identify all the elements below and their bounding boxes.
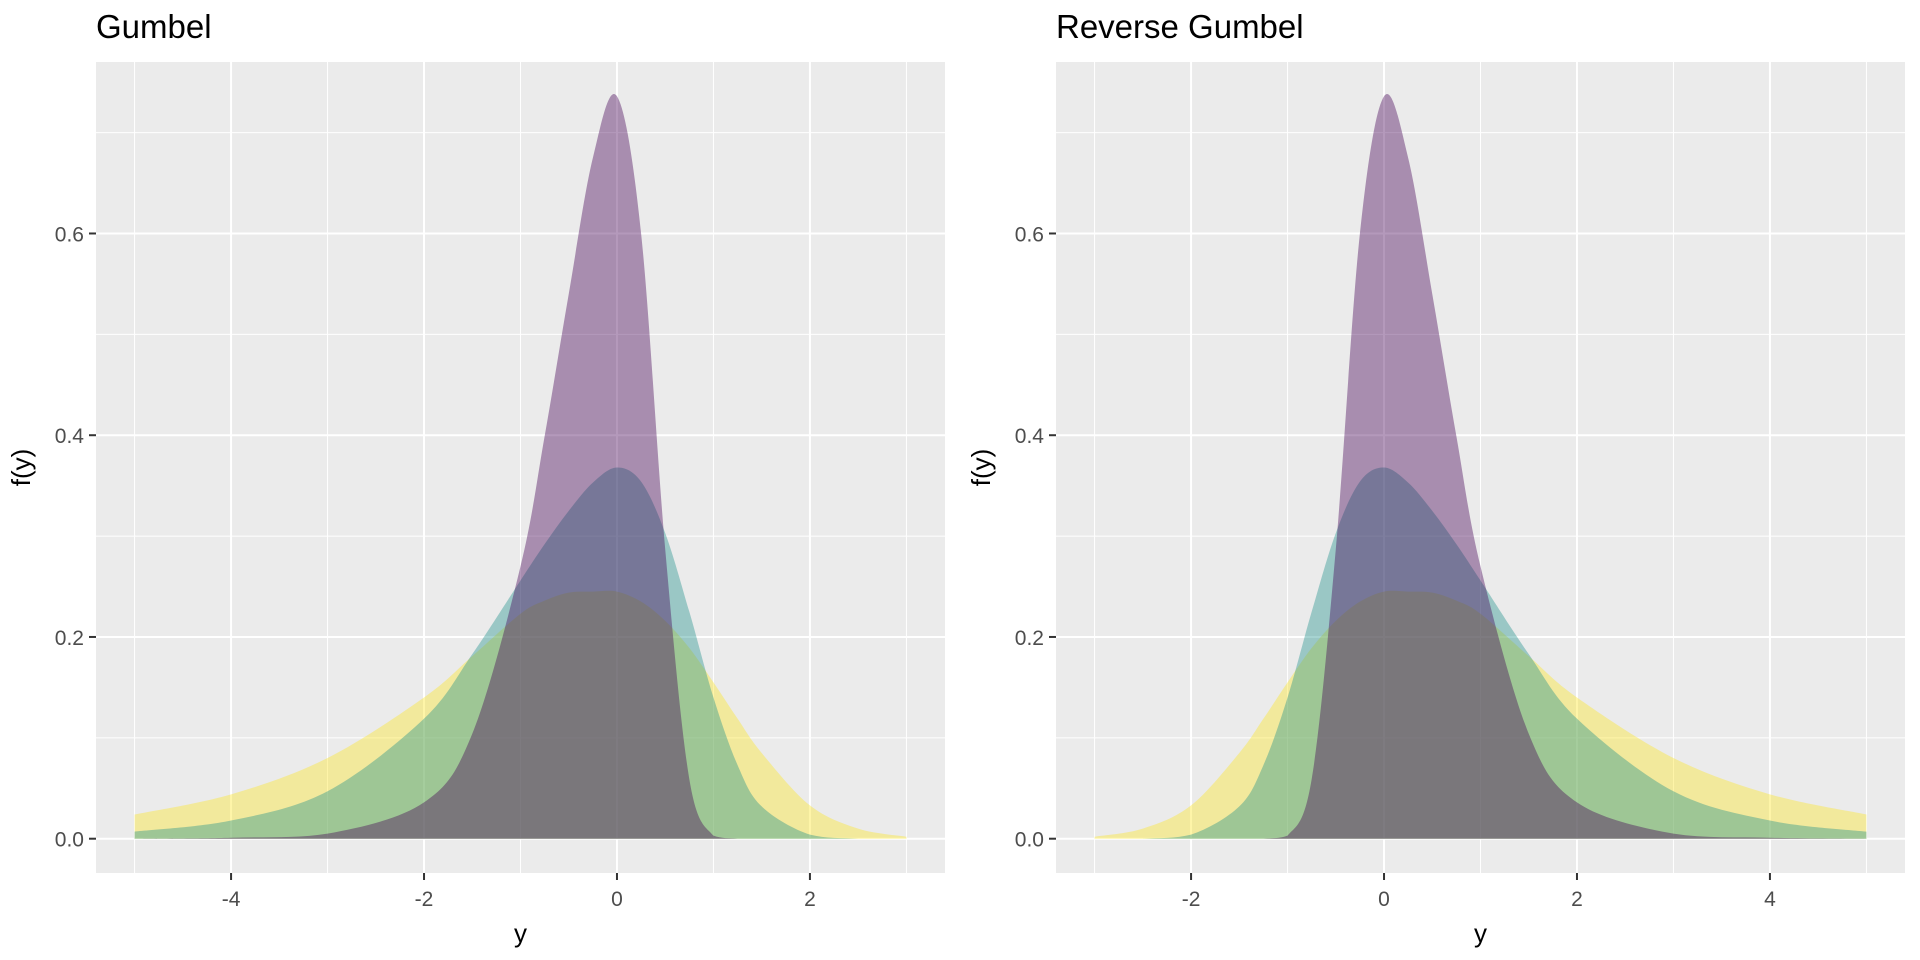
y-tick-label: 0.2 [55,627,84,650]
density-area-reverse-gumbel-2 [1094,93,1867,839]
x-tick-label: 2 [1571,888,1583,911]
density-area-gumbel-0 [134,590,907,839]
y-axis-title: f(y) [6,449,36,487]
y-axis-title: f(y) [966,449,996,487]
x-tick-label: -2 [1182,888,1201,911]
x-axis-title: y [514,918,527,948]
panel-title-gumbel: Gumbel [96,8,212,45]
y-tick-label: 0.2 [1015,627,1044,650]
density-area-gumbel-1 [134,467,907,839]
density-area-reverse-gumbel-0 [1094,590,1867,839]
y-tick-label: 0.0 [55,829,84,852]
density-area-reverse-gumbel-1 [1094,467,1867,839]
y-tick-label: 0.6 [55,223,84,246]
x-tick-label: 0 [1378,888,1390,911]
x-tick-label: 4 [1764,888,1776,911]
x-axis-title: y [1474,918,1487,948]
y-tick-label: 0.4 [55,425,85,448]
x-tick-label: 2 [804,888,816,911]
y-tick-label: 0.4 [1015,425,1045,448]
density-area-gumbel-2 [134,93,907,839]
x-tick-label: -2 [415,888,434,911]
x-tick-label: -4 [222,888,241,911]
y-tick-label: 0.6 [1015,223,1044,246]
panel-title-reverse-gumbel: Reverse Gumbel [1056,8,1304,45]
y-tick-label: 0.0 [1015,829,1044,852]
x-tick-label: 0 [611,888,623,911]
